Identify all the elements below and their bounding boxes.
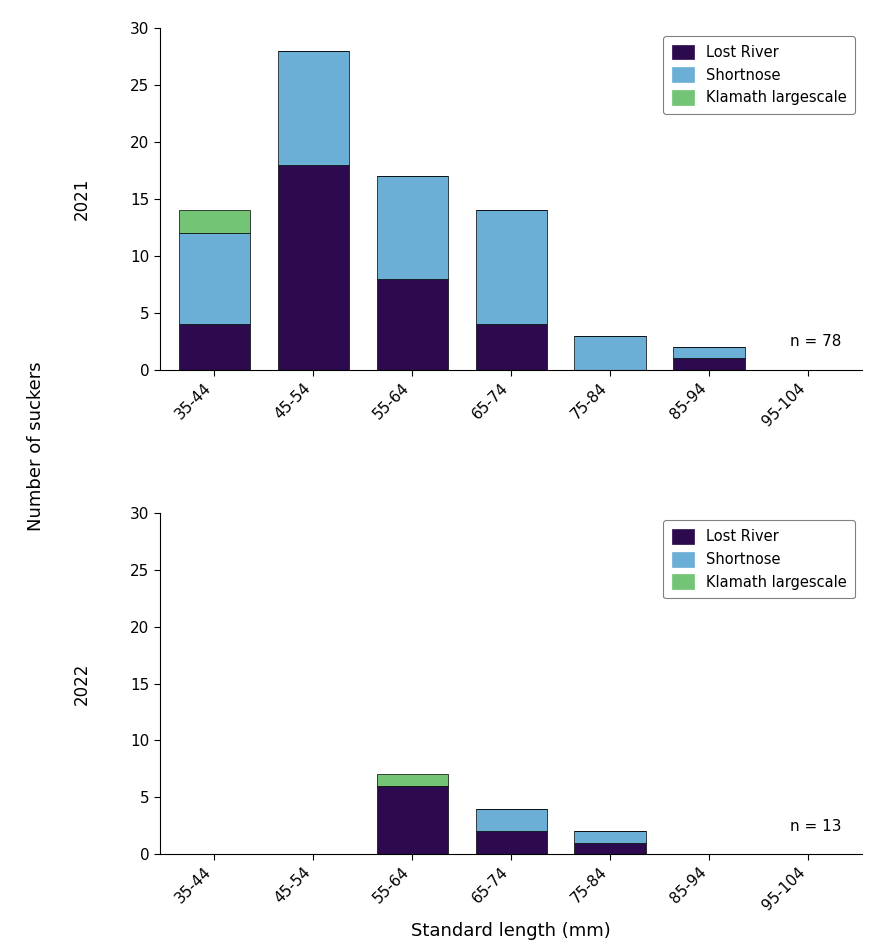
Bar xyxy=(574,831,645,843)
Y-axis label: 2022: 2022 xyxy=(73,662,91,705)
Bar xyxy=(476,211,547,325)
Bar xyxy=(476,831,547,854)
Legend: Lost River, Shortnose, Klamath largescale: Lost River, Shortnose, Klamath largescal… xyxy=(663,520,855,599)
Bar xyxy=(476,325,547,370)
Text: Number of suckers: Number of suckers xyxy=(27,362,44,530)
Text: n = 78: n = 78 xyxy=(790,334,841,349)
Bar xyxy=(476,809,547,831)
Bar xyxy=(673,347,745,359)
Bar xyxy=(574,843,645,854)
Y-axis label: 2021: 2021 xyxy=(73,177,91,220)
Legend: Lost River, Shortnose, Klamath largescale: Lost River, Shortnose, Klamath largescal… xyxy=(663,36,855,114)
Bar xyxy=(179,211,250,233)
Text: Standard length (mm): Standard length (mm) xyxy=(412,921,611,940)
Text: n = 13: n = 13 xyxy=(789,819,841,833)
Bar xyxy=(377,786,448,854)
Bar xyxy=(377,177,448,279)
Bar xyxy=(377,279,448,370)
Bar xyxy=(277,165,349,370)
Bar xyxy=(673,359,745,370)
Bar xyxy=(574,336,645,370)
Bar xyxy=(179,233,250,325)
Bar xyxy=(179,325,250,370)
Bar xyxy=(277,51,349,165)
Bar xyxy=(377,774,448,786)
